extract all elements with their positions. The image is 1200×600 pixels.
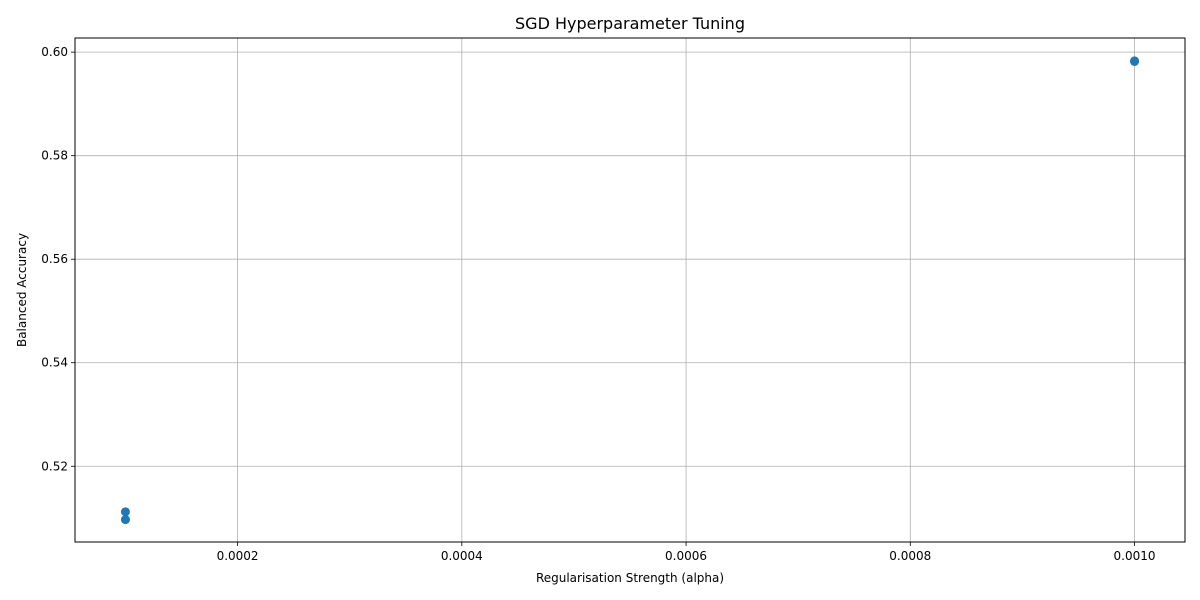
x-tick-label: 0.0002 — [217, 549, 259, 563]
grid-layer — [75, 38, 1185, 542]
y-tick-label: 0.52 — [41, 459, 68, 473]
y-axis-label: Balanced Accuracy — [15, 233, 29, 347]
scatter-point — [120, 515, 130, 525]
ticks-layer: 0.0002 0.0004 0.0006 0.0008 0.0010 0.52 0.54 0.… — [41, 45, 1155, 563]
y-tick-label: 0.54 — [41, 356, 68, 370]
scatter-point — [120, 507, 130, 517]
x-axis-label: Regularisation Strength (alpha) — [536, 571, 724, 585]
plot-frame — [74, 37, 1186, 543]
x-tick-label: 0.0004 — [441, 549, 483, 563]
y-tick-label: 0.58 — [41, 149, 68, 163]
y-tick-label: 0.56 — [41, 252, 68, 266]
x-tick-label: 0.0008 — [889, 549, 931, 563]
x-tick-label: 0.0010 — [1114, 549, 1156, 563]
points-layer — [120, 56, 1140, 525]
scatter-point — [1130, 56, 1140, 66]
y-tick-label: 0.60 — [41, 45, 68, 59]
chart-title: SGD Hyperparameter Tuning — [515, 14, 745, 33]
x-tick-label: 0.0006 — [665, 549, 707, 563]
